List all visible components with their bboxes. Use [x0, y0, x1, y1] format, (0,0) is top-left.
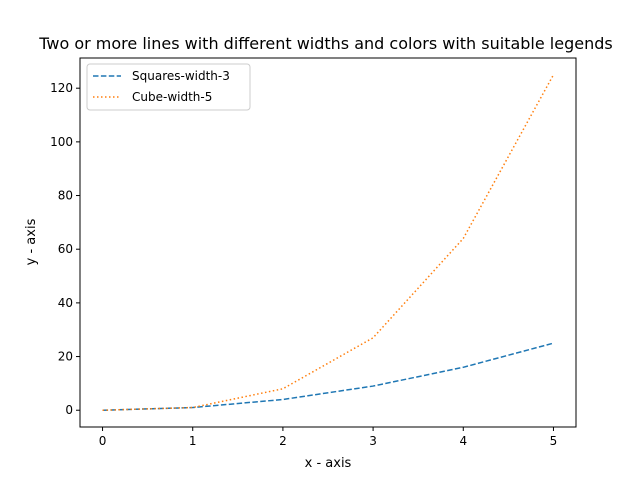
x-tick-label: 3	[369, 434, 377, 448]
y-axis-ticks: 0 20 40 60 80 100 120	[50, 81, 80, 417]
plot-frame	[79, 57, 577, 428]
y-tick-label: 120	[50, 81, 73, 95]
y-tick-label: 20	[58, 350, 73, 364]
x-axis-ticks: 0 1 2 3 4 5	[99, 427, 558, 448]
series-line-1	[102, 342, 554, 411]
x-tick-label: 5	[550, 434, 558, 448]
legend-box	[86, 63, 251, 111]
x-axis-label: x - axis	[305, 456, 352, 471]
y-tick-label: 80	[58, 189, 73, 203]
x-tick-label: 1	[189, 434, 197, 448]
y-tick-label: 40	[58, 296, 73, 310]
x-tick-label: 2	[279, 434, 287, 448]
y-tick-label: 0	[65, 403, 73, 417]
x-tick-label: 4	[459, 434, 467, 448]
chart-title: Two or more lines with different widths …	[38, 34, 612, 53]
y-tick-label: 60	[58, 242, 73, 256]
legend-label: Cube-width-5	[132, 90, 212, 104]
series-layer	[102, 74, 555, 411]
y-axis-label: y - axis	[24, 218, 39, 265]
legend: Squares-width-3 Cube-width-5	[86, 63, 251, 111]
x-tick-label: 0	[99, 434, 107, 448]
y-tick-label: 100	[50, 135, 73, 149]
legend-label: Squares-width-3	[132, 69, 230, 83]
